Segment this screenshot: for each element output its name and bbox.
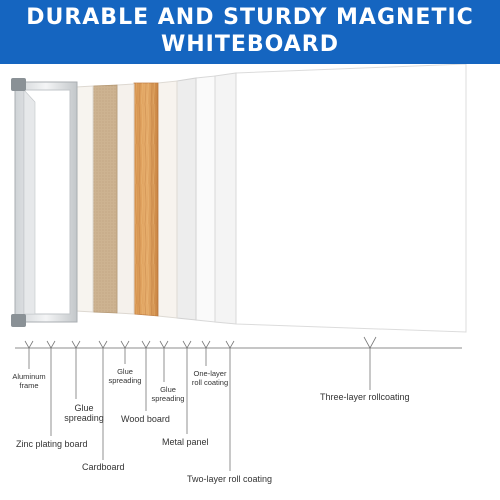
label-one-layer-roll-coating: One-layer roll coating: [191, 369, 229, 387]
title-line-2: WHITEBOARD: [160, 32, 339, 57]
exploded-layers-illustration: [11, 64, 467, 471]
aluminum-frame-illustration: [11, 78, 78, 327]
label-metal-panel: Metal panel: [162, 437, 209, 447]
glue-spreading-1-sheet: [75, 85, 94, 313]
wood-grain: [134, 83, 158, 316]
layer-diagram: Aluminum frame Zinc plating board Glue spr…: [0, 64, 500, 500]
glue-spreading-2-sheet: [116, 83, 135, 315]
glue-spreading-3-sheet: [157, 80, 178, 319]
label-glue-spreading-1: Glue spreading: [64, 403, 104, 424]
title-banner: DURABLE AND STURDY MAGNETIC WHITEBOARD: [0, 0, 500, 64]
three-layer-rollcoating-sheet: [235, 64, 467, 333]
label-markers: [24, 336, 377, 471]
label-glue-spreading-2: Glue spreading: [108, 367, 142, 385]
label-aluminum-frame: Aluminum frame: [12, 372, 46, 390]
label-three-layer-rollcoating: Three-layer rollcoating: [320, 392, 410, 402]
label-cardboard: Cardboard: [82, 462, 125, 472]
label-zinc-plating-board: Zinc plating board: [16, 439, 88, 449]
cardboard-sheet: [92, 84, 118, 314]
one-layer-roll-coating-sheet: [195, 75, 216, 323]
label-wood-board: Wood board: [121, 414, 170, 424]
two-layer-roll-coating-sheet: [214, 72, 237, 325]
label-two-layer-roll-coating: Two-layer roll coating: [187, 474, 273, 484]
metal-panel-sheet: [176, 77, 197, 321]
label-glue-spreading-3: Glue spreading: [151, 385, 185, 403]
title-line-1: DURABLE AND STURDY MAGNETIC: [26, 5, 474, 30]
